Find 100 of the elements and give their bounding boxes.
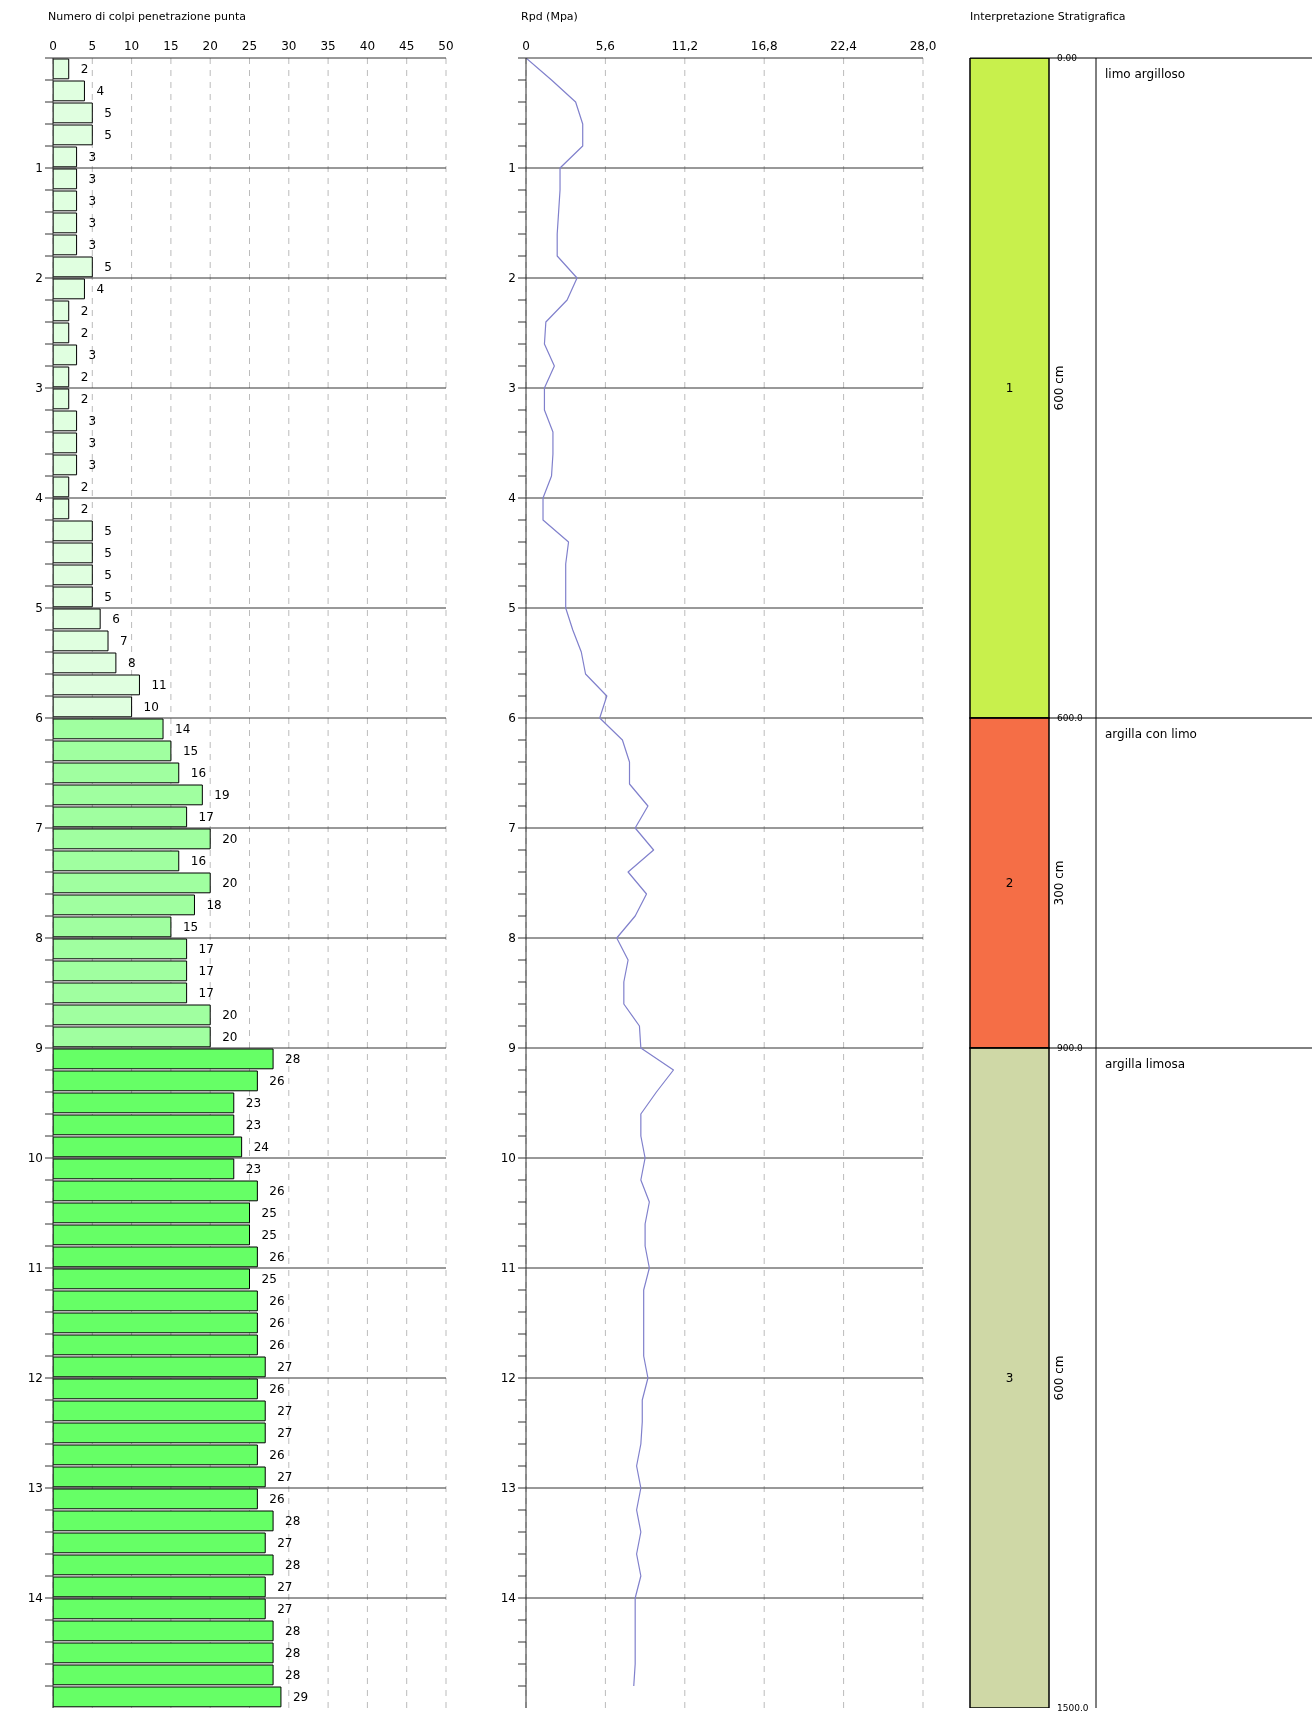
data-label: 5 (104, 260, 112, 275)
data-label: 3 (88, 458, 97, 473)
y-tick-label: 7 (508, 821, 516, 836)
data-label: 3 (88, 172, 97, 187)
data-label: 15 (182, 744, 199, 759)
data-label: 28 (285, 1624, 301, 1639)
x-tick-label: 45 (399, 39, 415, 53)
y-tick-label: 8 (508, 931, 516, 946)
y-tick-label: 13 (27, 1481, 43, 1496)
data-label: 600 cm (1052, 1355, 1066, 1401)
data-label: 26 (269, 1492, 285, 1507)
data-label: 20 (222, 1008, 238, 1023)
y-tick-label: 4 (508, 491, 516, 506)
x-tick-label: 11,2 (671, 39, 699, 53)
y-tick-label: 3 (508, 381, 516, 396)
x-axis-title: Rpd (Mpa) (521, 10, 578, 23)
data-label: 27 (277, 1580, 293, 1595)
data-label: 5 (104, 590, 112, 605)
data-label: 20 (222, 876, 238, 891)
x-tick-label: 16,8 (750, 39, 778, 53)
data-label: 4 (96, 282, 105, 297)
x-tick-label: 0 (522, 39, 530, 53)
data-label: 25 (261, 1228, 277, 1243)
data-label: 3 (88, 238, 97, 253)
x-tick-label: 10 (123, 39, 140, 53)
data-label: 2 (80, 502, 89, 517)
data-label: 5 (104, 524, 112, 539)
data-label: 28 (285, 1668, 301, 1683)
data-label: 3 (88, 414, 97, 429)
data-label: 17 (198, 986, 214, 1001)
x-tick-label: 0 (49, 39, 57, 53)
annotation: 3 (1005, 1371, 1014, 1385)
text: limo argilloso (1105, 67, 1186, 81)
data-label: 300 cm (1052, 860, 1066, 906)
y-tick-label: 11 (500, 1261, 516, 1276)
data-label: 27 (277, 1536, 293, 1551)
x-tick-label: 5,6 (595, 39, 615, 53)
data-label: 27 (277, 1470, 293, 1485)
text: argilla limosa (1105, 1057, 1186, 1071)
annotation: 1 (1005, 381, 1014, 395)
data-label: 5 (104, 128, 112, 143)
data-label: 28 (285, 1514, 301, 1529)
data-label: 2 (80, 62, 89, 77)
data-label: 16 (190, 854, 207, 869)
data-label: 26 (269, 1294, 285, 1309)
data-label: 5 (104, 546, 112, 561)
data-label: 10 (143, 700, 159, 715)
y-tick-label: 4 (35, 491, 43, 506)
y-tick-label: 2 (508, 271, 516, 286)
x-tick-label: 30 (281, 39, 297, 53)
data-label: 19 (214, 788, 230, 803)
y-tick-label: 5 (508, 601, 516, 616)
data-label: 26 (269, 1338, 285, 1353)
data-label: 3 (88, 150, 97, 165)
data-label: 26 (269, 1250, 285, 1265)
data-label: 3 (88, 216, 97, 231)
y-tick-label: 600.0 (1057, 713, 1084, 724)
data-label: 20 (222, 832, 238, 847)
y-tick-label: 1 (35, 161, 43, 176)
data-label: 2 (80, 480, 89, 495)
y-tick-label: 1 (508, 161, 516, 176)
y-tick-label: 900.0 (1057, 1043, 1084, 1054)
data-label: 17 (198, 942, 214, 957)
y-tick-label: 5 (35, 601, 43, 616)
data-label: 2 (80, 392, 89, 407)
x-tick-label: 50 (438, 39, 454, 53)
text: argilla con limo (1105, 727, 1197, 741)
y-tick-label: 12 (500, 1371, 516, 1386)
data-label: 25 (261, 1272, 277, 1287)
y-tick-label: 12 (27, 1371, 43, 1386)
data-label: 3 (88, 194, 97, 209)
chart-title: Interpretazione Stratigrafica (970, 10, 1126, 23)
data-label: 3 (88, 436, 97, 451)
data-label: 28 (285, 1052, 301, 1067)
data-label: 11 (151, 678, 167, 693)
data-label: 17 (198, 964, 214, 979)
data-label: 27 (277, 1404, 293, 1419)
data-label: 6 (112, 612, 120, 627)
data-label: 25 (261, 1206, 277, 1221)
data-label: 600 cm (1052, 365, 1066, 411)
data-label: 20 (222, 1030, 238, 1045)
x-tick-label: 15 (163, 39, 179, 53)
data-label: 2 (80, 326, 89, 341)
y-tick-label: 10 (500, 1151, 516, 1166)
data-label: 26 (269, 1448, 285, 1463)
y-tick-label: 1500.0 (1057, 1703, 1089, 1714)
y-tick-label: 9 (35, 1041, 43, 1056)
x-tick-label: 28,0 (909, 39, 937, 53)
y-tick-label: 7 (35, 821, 43, 836)
y-tick-label: 6 (508, 711, 516, 726)
y-tick-label: 6 (35, 711, 43, 726)
data-label: 26 (269, 1184, 285, 1199)
y-tick-label: 0.00 (1057, 53, 1078, 64)
data-label: 2 (80, 304, 89, 319)
y-tick-label: 2 (35, 271, 43, 286)
data-label: 15 (182, 920, 199, 935)
data-label: 26 (269, 1382, 285, 1397)
y-tick-label: 13 (500, 1481, 516, 1496)
x-tick-label: 25 (241, 39, 258, 53)
data-label: 26 (269, 1316, 285, 1331)
